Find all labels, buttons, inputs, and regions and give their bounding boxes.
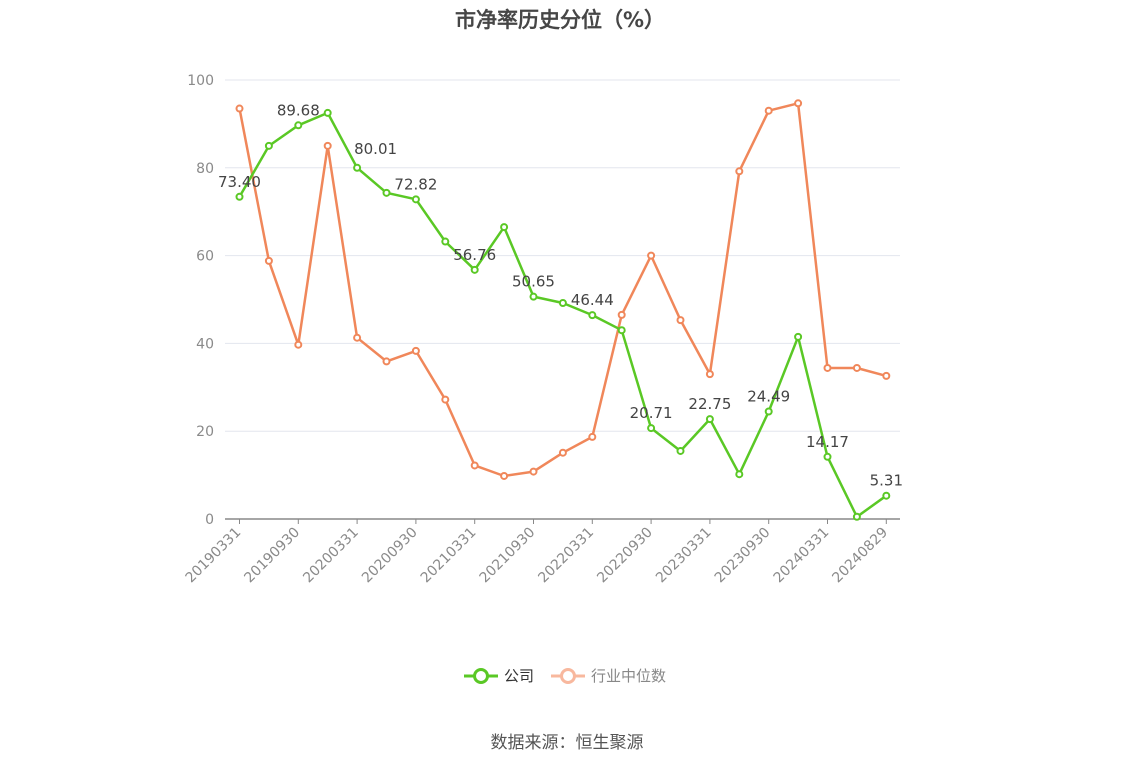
data-source: 数据来源：恒生聚源 [490, 733, 644, 753]
chart-title: 市净率历史分位（%） [454, 8, 666, 32]
company-point [264, 141, 273, 150]
company-point [617, 326, 626, 335]
y-axis-ticks: 0 20 40 60 80 100 [187, 73, 214, 528]
industry-median-point [441, 395, 450, 404]
data-labels: 73.40 89.68 80.01 72.82 56.76 50.65 46.44 20.71… [218, 101, 903, 489]
x-tick-label: 20220331 [535, 525, 597, 587]
legend-item-company[interactable]: 公司 [464, 667, 534, 685]
industry-median-point [558, 448, 567, 457]
x-tick-label: 20230930 [712, 525, 774, 587]
legend-item-industry-median[interactable]: 行业中位数 [551, 667, 666, 685]
company-data-label: 80.01 [354, 140, 397, 158]
company-data-label: 73.40 [218, 173, 261, 191]
x-tick-label: 20220930 [594, 525, 656, 587]
company-point [529, 292, 538, 301]
y-tick-label: 100 [187, 73, 214, 89]
industry-median-line [238, 102, 887, 478]
x-tick-label: 20200331 [300, 525, 362, 587]
company-point [882, 491, 891, 500]
industry-median-point [705, 370, 714, 379]
grid-lines [225, 79, 900, 432]
company-data-label: 5.31 [870, 472, 903, 490]
company-point [558, 299, 567, 308]
company-point [353, 163, 362, 172]
company-data-label: 56.76 [453, 246, 496, 264]
company-point [735, 470, 744, 479]
x-tick-label: 20230331 [653, 525, 715, 587]
legend-marker-company [473, 668, 489, 684]
company-point [382, 188, 391, 197]
industry-median-point [823, 363, 832, 372]
industry-median-point [411, 346, 420, 355]
company-point [470, 265, 479, 274]
industry-median-point [764, 106, 773, 115]
company-point [794, 332, 803, 341]
x-tick-label: 20240331 [771, 525, 833, 587]
company-point [235, 192, 244, 201]
company-point [441, 237, 450, 246]
industry-median-point [294, 340, 303, 349]
company-data-label: 20.71 [630, 404, 673, 422]
company-point [411, 195, 420, 204]
industry-median-point [647, 251, 656, 260]
industry-median-point [676, 316, 685, 325]
industry-median-point [617, 310, 626, 319]
company-point [588, 311, 597, 320]
industry-median-point [794, 99, 803, 108]
industry-median-point [323, 141, 332, 150]
x-tick-label: 20210930 [477, 525, 539, 587]
industry-median-point [382, 357, 391, 366]
company-data-label: 14.17 [806, 433, 849, 451]
x-tick-label: 20190331 [183, 525, 245, 587]
industry-median-point [735, 167, 744, 176]
industry-median-point [500, 471, 509, 480]
company-point [294, 121, 303, 130]
y-tick-label: 20 [196, 424, 214, 440]
y-tick-label: 0 [205, 512, 214, 528]
company-point [323, 108, 332, 117]
company-point [500, 223, 509, 232]
industry-median-point [852, 363, 861, 372]
company-data-label: 72.82 [394, 175, 437, 193]
industry-median-point [588, 432, 597, 441]
legend: 公司 行业中位数 [464, 667, 666, 685]
company-point [676, 446, 685, 455]
industry-median-point [353, 333, 362, 342]
industry-median-point [882, 371, 891, 380]
legend-marker-industry-median [560, 668, 576, 684]
x-tick-label: 20200930 [359, 525, 421, 587]
company-point [823, 452, 832, 461]
y-tick-label: 40 [196, 336, 214, 352]
company-point [852, 512, 861, 521]
x-tick-label: 20190930 [241, 525, 303, 587]
company-point [647, 424, 656, 433]
industry-median-point [235, 104, 244, 113]
company-point [764, 407, 773, 416]
company-data-label: 24.49 [747, 387, 790, 405]
company-data-label: 89.68 [277, 101, 320, 119]
y-tick-label: 60 [196, 249, 214, 265]
legend-label-company: 公司 [504, 667, 534, 685]
industry-median-point [264, 256, 273, 265]
company-data-label: 46.44 [571, 291, 614, 309]
company-point [705, 415, 714, 424]
x-tick-label: 20210331 [418, 525, 480, 587]
legend-label-industry-median: 行业中位数 [591, 667, 666, 685]
company-data-label: 50.65 [512, 273, 555, 291]
x-axis: 2019033120190930202003312020093020210331… [183, 518, 900, 587]
x-tick-label: 20240829 [829, 525, 891, 587]
y-tick-label: 80 [196, 161, 214, 177]
series-points [235, 99, 891, 521]
company-data-label: 22.75 [688, 395, 731, 413]
industry-median-point [529, 467, 538, 476]
industry-median-point [470, 461, 479, 470]
